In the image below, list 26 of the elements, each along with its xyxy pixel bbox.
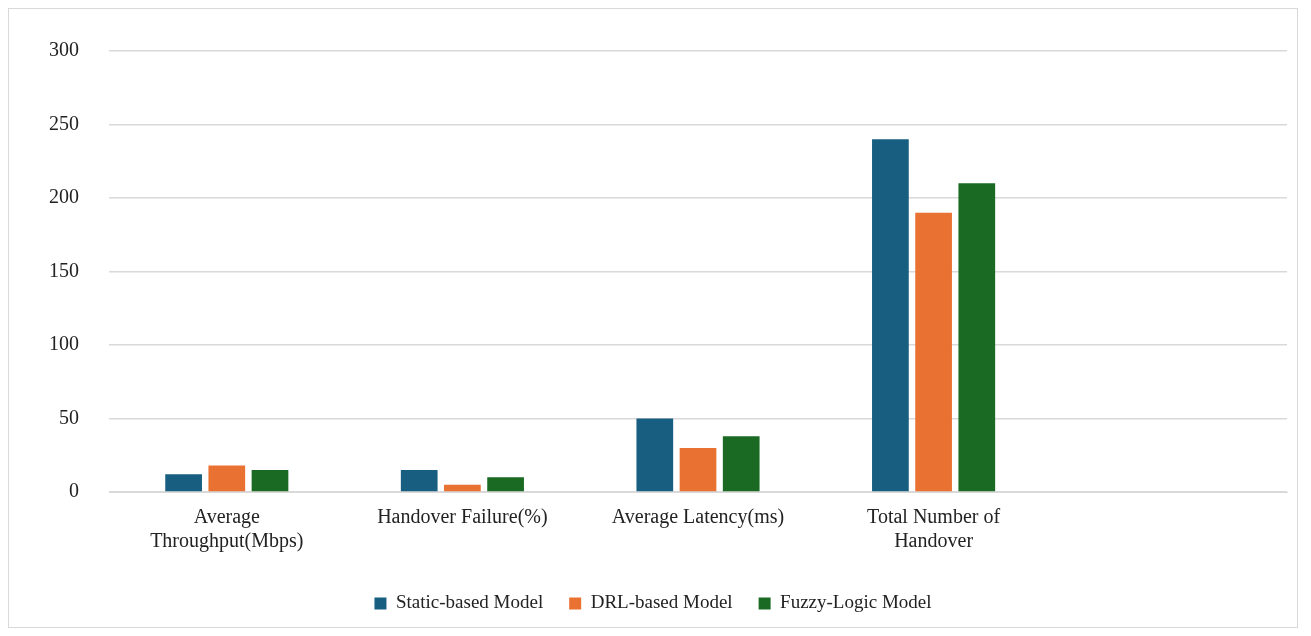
bar — [636, 418, 674, 492]
y-tick-label: 100 — [49, 332, 79, 355]
legend-label: Static-based Model — [395, 591, 544, 613]
bar — [915, 212, 952, 492]
y-tick-label: 200 — [49, 185, 79, 208]
bar — [679, 447, 717, 492]
y-tick-label: 250 — [49, 111, 79, 134]
bar — [444, 484, 481, 492]
y-tick-label: 150 — [49, 258, 79, 281]
bar — [958, 183, 996, 492]
bar — [165, 474, 202, 492]
bar — [722, 436, 760, 492]
bar — [487, 477, 524, 492]
bar — [400, 469, 438, 492]
x-tick-label: Average Throughput(Mbps) — [150, 505, 304, 553]
x-tick-label: Average Latency(ms) — [611, 505, 785, 529]
bar — [872, 139, 909, 492]
bar — [251, 469, 289, 492]
y-tick-label: 0 — [69, 479, 79, 502]
y-tick-label: 50 — [59, 405, 79, 428]
x-tick-label: Total Number of Handover — [867, 505, 1001, 552]
legend-label: DRL-based Model — [590, 591, 733, 613]
bar — [208, 465, 246, 492]
y-tick-label: 300 — [49, 38, 79, 61]
legend-label: Fuzzy-Logic Model — [780, 591, 932, 613]
x-tick-label: Handover Failure(%) — [377, 505, 548, 529]
